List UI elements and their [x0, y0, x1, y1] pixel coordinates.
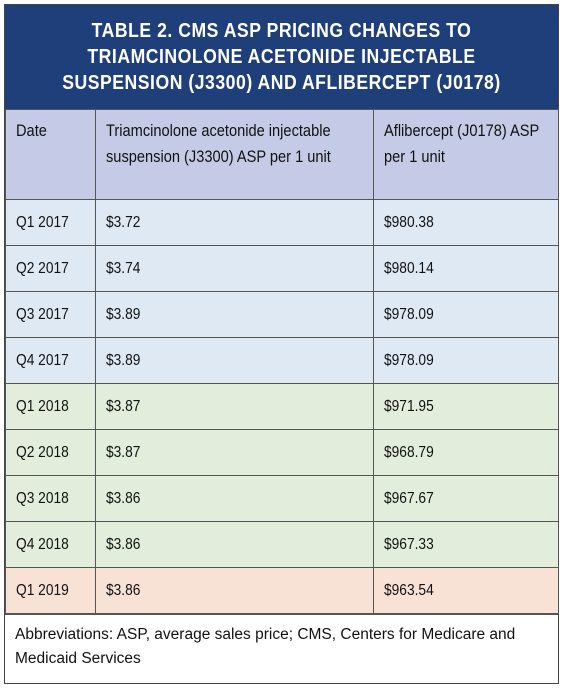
- table-title: TABLE 2. CMS ASP PRICING CHANGES TO TRIA…: [5, 5, 558, 109]
- table-row: Q2 2018 $3.87 $968.79: [5, 429, 559, 476]
- table-row: Q1 2018 $3.87 $971.95: [5, 383, 559, 430]
- cell-date: Q4 2017: [5, 337, 96, 384]
- cell-date: Q3 2018: [5, 475, 96, 522]
- pricing-table: Date Triamcinolone acetonide injectable …: [5, 109, 559, 614]
- table-row: Q3 2018 $3.86 $967.67: [5, 475, 559, 522]
- table-row: Q1 2019 $3.86 $963.54: [5, 567, 559, 614]
- header-triamcinolone: Triamcinolone acetonide injectable suspe…: [95, 109, 374, 200]
- footnote-text: Abbreviations: ASP, average sales price;…: [15, 626, 516, 667]
- header-date: Date: [5, 109, 96, 200]
- cell-triamcinolone-price: $3.87: [95, 383, 374, 430]
- cell-aflibercept-price: $978.09: [373, 291, 559, 338]
- pricing-table-card: TABLE 2. CMS ASP PRICING CHANGES TO TRIA…: [4, 4, 559, 684]
- cell-triamcinolone-price: $3.87: [95, 429, 374, 476]
- cell-aflibercept-price: $967.33: [373, 521, 559, 568]
- cell-aflibercept-price: $980.14: [373, 245, 559, 292]
- cell-aflibercept-price: $980.38: [373, 199, 559, 246]
- cell-date: Q2 2017: [5, 245, 96, 292]
- cell-aflibercept-price: $968.79: [373, 429, 559, 476]
- cell-triamcinolone-price: $3.72: [95, 199, 374, 246]
- cell-triamcinolone-price: $3.86: [95, 567, 374, 614]
- cell-aflibercept-price: $963.54: [373, 567, 559, 614]
- cell-date: Q2 2018: [5, 429, 96, 476]
- cell-date: Q4 2018: [5, 521, 96, 568]
- table-row: Q4 2018 $3.86 $967.33: [5, 521, 559, 568]
- cell-triamcinolone-price: $3.89: [95, 291, 374, 338]
- cell-triamcinolone-price: $3.89: [95, 337, 374, 384]
- cell-triamcinolone-price: $3.74: [95, 245, 374, 292]
- table-row: Q3 2017 $3.89 $978.09: [5, 291, 559, 338]
- table-row: Q2 2017 $3.74 $980.14: [5, 245, 559, 292]
- table-row: Q1 2017 $3.72 $980.38: [5, 199, 559, 246]
- cell-aflibercept-price: $967.67: [373, 475, 559, 522]
- cell-aflibercept-price: $978.09: [373, 337, 559, 384]
- table-title-text: TABLE 2. CMS ASP PRICING CHANGES TO TRIA…: [62, 20, 501, 94]
- cell-date: Q1 2018: [5, 383, 96, 430]
- cell-aflibercept-price: $971.95: [373, 383, 559, 430]
- table-row: Q4 2017 $3.89 $978.09: [5, 337, 559, 384]
- cell-date: Q1 2019: [5, 567, 96, 614]
- header-row: Date Triamcinolone acetonide injectable …: [5, 109, 559, 200]
- abbreviations-footnote: Abbreviations: ASP, average sales price;…: [5, 614, 558, 680]
- cell-date: Q3 2017: [5, 291, 96, 338]
- cell-date: Q1 2017: [5, 199, 96, 246]
- cell-triamcinolone-price: $3.86: [95, 475, 374, 522]
- header-aflibercept: Aflibercept (J0178) ASP per 1 unit: [373, 109, 559, 200]
- cell-triamcinolone-price: $3.86: [95, 521, 374, 568]
